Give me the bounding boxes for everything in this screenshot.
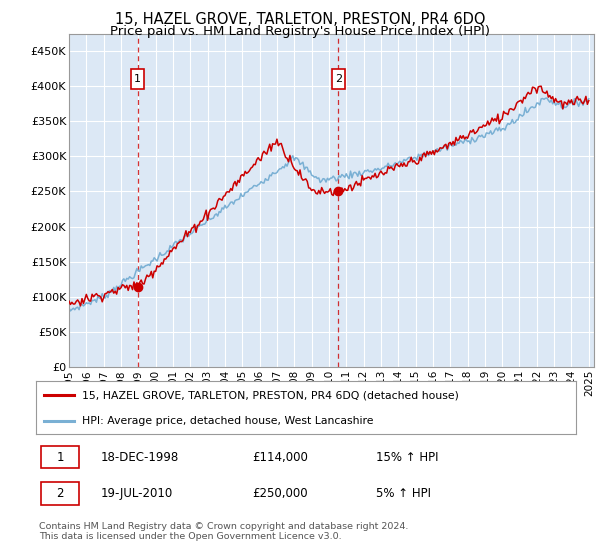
Text: 1: 1 [56,451,64,464]
Text: 1: 1 [134,74,141,84]
Text: £114,000: £114,000 [252,451,308,464]
Text: 5% ↑ HPI: 5% ↑ HPI [376,487,431,500]
Text: Contains HM Land Registry data © Crown copyright and database right 2024.
This d: Contains HM Land Registry data © Crown c… [39,522,409,542]
FancyBboxPatch shape [41,446,79,469]
Text: 19-JUL-2010: 19-JUL-2010 [101,487,173,500]
FancyBboxPatch shape [41,482,79,505]
Text: 18-DEC-1998: 18-DEC-1998 [101,451,179,464]
Text: 2: 2 [335,74,342,84]
Text: £250,000: £250,000 [252,487,308,500]
Text: 15% ↑ HPI: 15% ↑ HPI [376,451,439,464]
Text: 15, HAZEL GROVE, TARLETON, PRESTON, PR4 6DQ (detached house): 15, HAZEL GROVE, TARLETON, PRESTON, PR4 … [82,390,459,400]
FancyBboxPatch shape [332,69,345,89]
Text: HPI: Average price, detached house, West Lancashire: HPI: Average price, detached house, West… [82,416,373,426]
Text: 2: 2 [56,487,64,500]
Text: Price paid vs. HM Land Registry's House Price Index (HPI): Price paid vs. HM Land Registry's House … [110,25,490,38]
FancyBboxPatch shape [131,69,145,89]
Text: 15, HAZEL GROVE, TARLETON, PRESTON, PR4 6DQ: 15, HAZEL GROVE, TARLETON, PRESTON, PR4 … [115,12,485,27]
